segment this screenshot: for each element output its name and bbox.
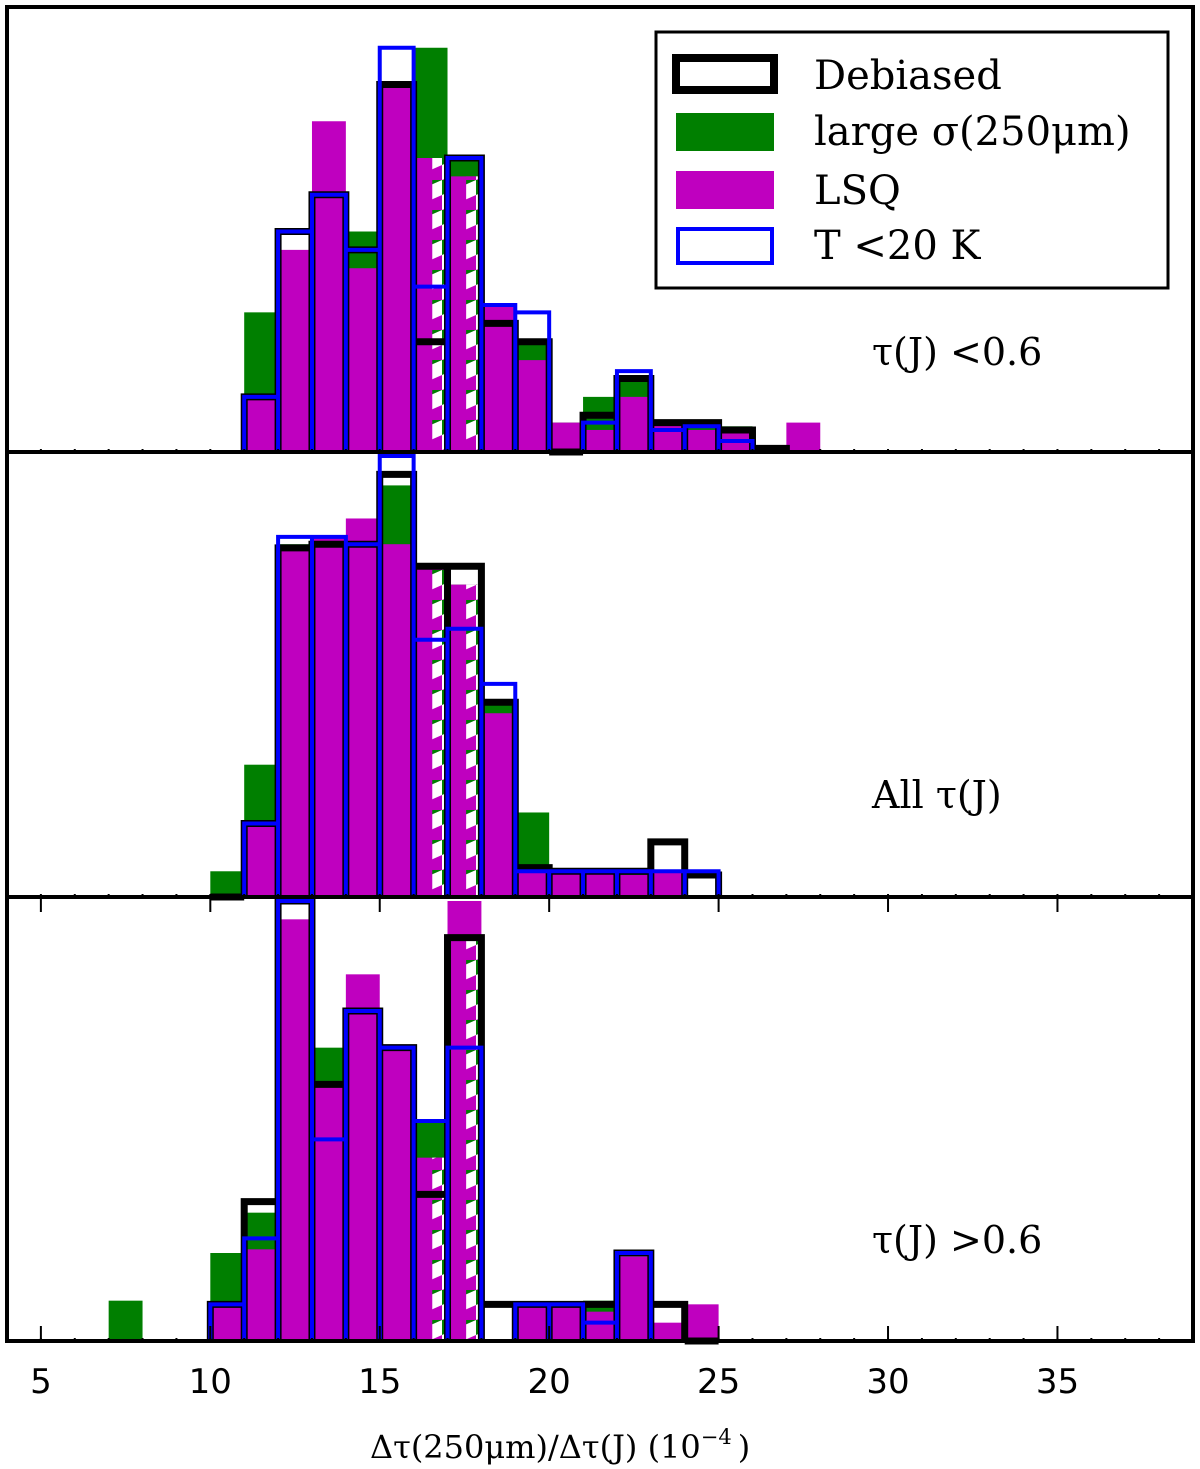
bar-lsq-top [278,249,312,452]
bar-lsq-top [515,360,550,452]
bar-lsq-middle [345,518,380,897]
bar-lsq-top [311,121,346,452]
bar-lsq-top [345,268,380,452]
x-tick-label: 30 [866,1362,909,1402]
bar-overlap-top-17 [466,176,482,452]
bar-lsq-bottom [515,1304,550,1341]
legend-label-lsq: LSQ [814,168,901,214]
legend-swatch-cold [676,227,774,265]
panel-top [5,5,1195,456]
panel-middle [5,450,1195,901]
bar-lsq-top [616,396,651,452]
bar-overlap-middle-17 [466,584,482,897]
x-tick-label: 20 [528,1362,571,1402]
x-tick-label: 35 [1036,1362,1079,1402]
bar-lsq-middle [616,874,651,897]
step-cold-top [242,45,755,454]
bar-lsq-top [244,396,279,452]
panel-label-bottom: τ(J) >0.6 [872,1218,1042,1262]
bar-lsq-middle [311,536,346,897]
bar-large-sigma-middle [210,871,245,897]
bar-overlap-top-16 [432,158,448,452]
bar-lsq-bottom [278,919,312,1341]
bar-overlap-middle-16 [432,566,448,897]
x-tick-label: 10 [189,1362,232,1402]
legend-swatch-debiased [672,54,778,94]
bar-lsq-middle [549,871,584,897]
bar-lsq-middle [278,547,312,897]
x-axis-label: Δτ(250μm)/Δτ(J) (10−4) [370,1425,750,1466]
x-axis: 5 10 15 20 25 30 35 [30,897,1079,1402]
step-cold-bottom [208,899,685,1343]
bar-lsq-bottom [684,1304,719,1341]
bar-lsq-middle [481,713,516,897]
bar-lsq-bottom [244,1249,279,1341]
panel-frame-bottom [5,895,1195,1343]
bar-lsq-top [379,84,414,452]
panel-label-middle: All τ(J) [871,773,1002,817]
panel-frame-middle [5,450,1195,899]
x-axis-label-exponent: −4 [701,1425,732,1449]
panel-label-top: τ(J) <0.6 [872,330,1042,374]
bar-overlap-bottom-16 [432,1157,448,1341]
bar-lsq-middle [583,871,617,897]
legend-label-debiased: Debiased [814,53,1002,99]
bar-lsq-bottom [210,1304,245,1341]
legend-swatch-large-sigma [676,113,774,151]
bar-lsq-bottom [345,974,380,1341]
bar-lsq-top [650,422,685,452]
step-cold-middle [242,454,721,897]
bar-lsq-top [583,429,617,452]
bar-lsq-bottom [379,1047,414,1341]
bar-overlap-bottom-17 [466,937,482,1341]
bar-lsq-bottom [549,1304,584,1341]
bar-lsq-bottom [311,1084,346,1341]
bar-lsq-middle [379,544,414,897]
bar-lsq-bottom [650,1322,685,1341]
legend-label-large-sigma: large σ(250μm) [814,109,1131,155]
legend: Debiased large σ(250μm) LSQ T <20 K [654,30,1170,290]
legend-label-cold: T <20 K [814,223,982,269]
x-axis-label-close: ) [738,1428,750,1466]
bar-lsq-middle [244,823,279,897]
bar-lsq-top [684,429,719,452]
x-tick-label: 15 [358,1362,401,1402]
bar-lsq-top [481,305,516,452]
bar-lsq-bottom [616,1256,651,1341]
bar-lsq-middle [515,871,550,897]
bar-lsq-bottom [583,1311,617,1341]
bar-large-sigma-bottom [108,1300,143,1341]
bar-lsq-top [549,422,584,452]
x-tick-label: 25 [697,1362,740,1402]
legend-swatch-lsq [676,171,774,209]
bar-lsq-top [786,422,821,452]
panel-bottom [5,895,1195,1345]
x-tick-label: 5 [30,1362,52,1402]
bar-lsq-middle [650,871,685,897]
